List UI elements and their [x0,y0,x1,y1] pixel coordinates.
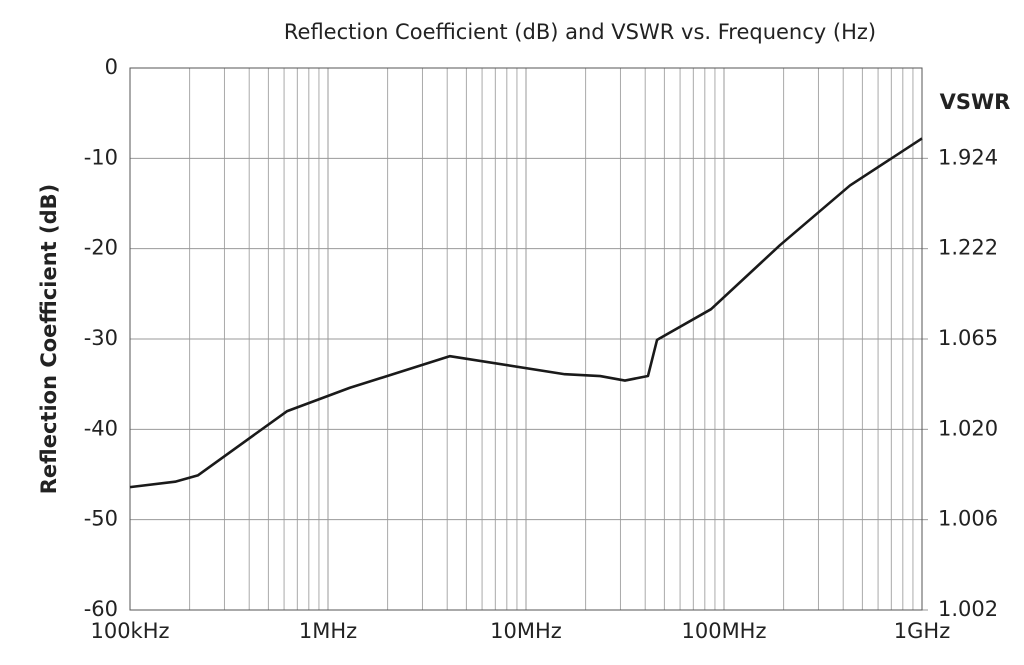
y2-axis-title: VSWR [940,90,1011,114]
y2-tick-label: 1.006 [938,507,998,531]
y2-tick-label: 1.222 [938,236,998,260]
x-tick-label: 100kHz [90,619,169,643]
y2-tick-label: 1.002 [938,597,998,621]
y2-tick-label: 1.924 [938,145,998,169]
x-tick-label: 1MHz [299,619,357,643]
y2-tick-label: 1.020 [938,416,998,440]
x-tick-label: 1GHz [894,619,950,643]
y-tick-label: -10 [84,145,118,169]
chart-title: Reflection Coefficient (dB) and VSWR vs.… [284,20,876,44]
x-tick-label: 10MHz [490,619,562,643]
y-tick-label: -60 [84,597,118,621]
plot-frame [129,67,923,611]
y2-tick-label: 1.065 [938,326,998,350]
y-tick-label: -50 [84,507,118,531]
x-tick-label: 100MHz [681,619,766,643]
data-line [129,137,923,489]
y-axis-title: Reflection Coefficient (dB) [37,184,61,495]
y-tick-label: 0 [105,55,118,79]
y-tick-label: -30 [84,326,118,350]
y-tick-label: -40 [84,416,118,440]
y-tick-label: -20 [84,236,118,260]
